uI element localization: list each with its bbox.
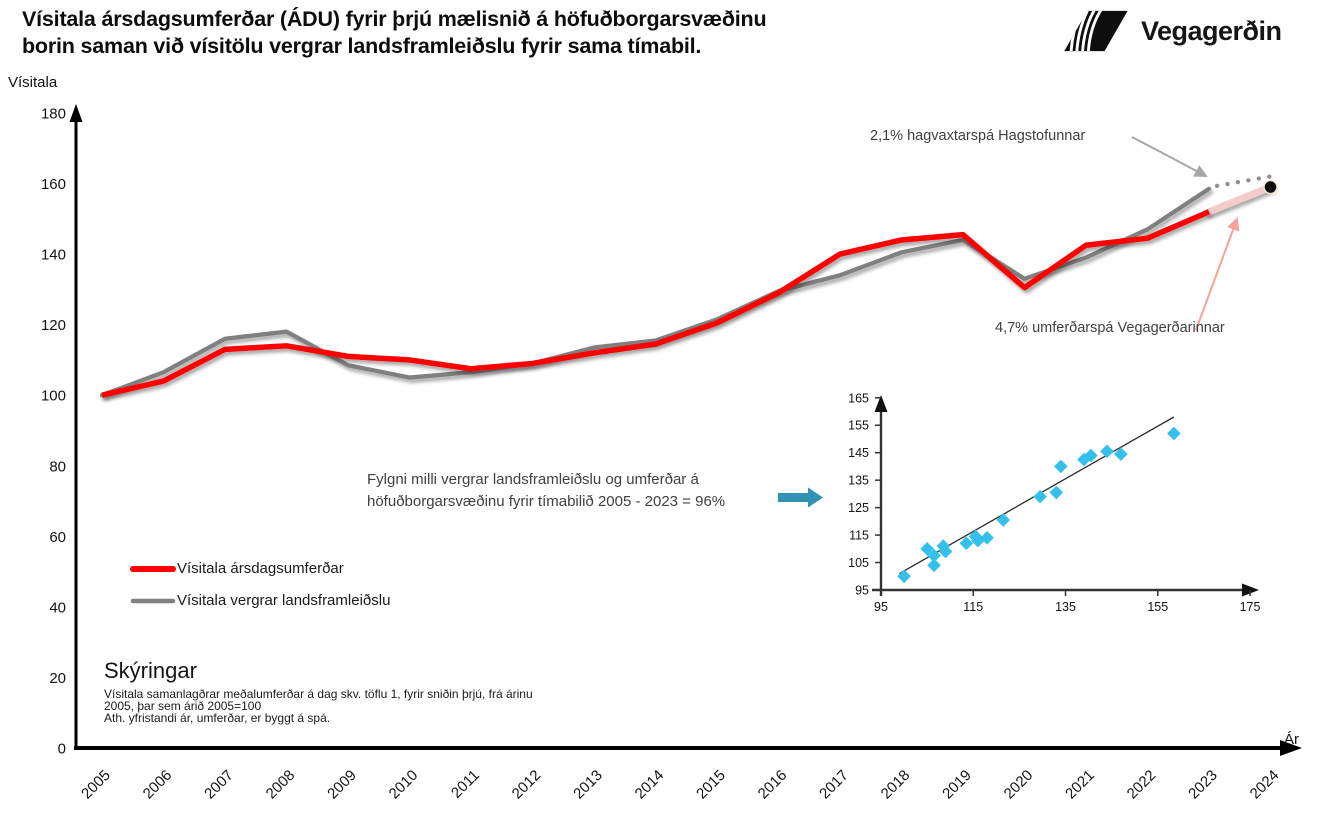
inset-x-tick-label: 95 [874, 600, 888, 614]
scatter-point [1033, 489, 1047, 504]
notes-line: 2005, þar sem árið 2005=100 [104, 698, 262, 713]
y-axis-arrowhead [69, 104, 83, 122]
inset-x-tick-label: 175 [1240, 600, 1261, 614]
inset-y-tick-label: 135 [848, 474, 869, 488]
scatter-point [959, 536, 974, 551]
page-title-line2: borin saman við vísitölu vergrar landsfr… [22, 34, 702, 58]
x-year-label: 2017 [816, 767, 852, 803]
inset-y-tick-label: 155 [848, 419, 869, 433]
scatter-point [1114, 447, 1128, 461]
scatter-point [1054, 459, 1068, 474]
correlation-note-line1: Fylgni milli vergrar landsframleiðslu og… [367, 471, 699, 488]
page-title-line1: Vísitala ársdagsumferðar (ÁDU) fyrir þrj… [22, 7, 767, 31]
scatter-point [927, 548, 941, 563]
pointer-arrow-icon [778, 487, 823, 508]
inset-y-tick-label: 95 [855, 584, 869, 598]
scatter-point [996, 513, 1011, 527]
inset-y-tick-label: 115 [849, 529, 869, 543]
gdp-forecast-arrow [1131, 136, 1208, 177]
y-tick-label: 140 [41, 247, 66, 264]
x-year-label: 2023 [1185, 767, 1221, 803]
x-year-label: 2013 [570, 767, 606, 803]
traffic-line [101, 209, 1211, 398]
inset-x-tick-label: 155 [1147, 600, 1168, 614]
vegagerdin-logo-text: Vegagerðin [1141, 15, 1282, 46]
scatter-point [938, 544, 953, 559]
vegagerdin-logo: Vegagerðin [1058, 7, 1282, 55]
x-axis-title: Ár [1284, 731, 1299, 748]
inset-y-tick-label: 165 [848, 391, 869, 405]
x-year-label: 2006 [140, 767, 176, 803]
scatter-point [1100, 444, 1114, 459]
x-year-label: 2005 [78, 767, 114, 803]
traffic-forecast-annotation: 4,7% umferðarspá Vegagerðarinnar [995, 320, 1225, 336]
legend-gdp-label: Vísitala vergrar landsframleiðslu [177, 592, 391, 609]
x-year-label: 2020 [1001, 767, 1037, 803]
y-tick-label: 40 [49, 599, 66, 616]
scatter-point [1167, 426, 1181, 441]
y-tick-label: 180 [41, 105, 66, 122]
x-year-label: 2018 [878, 767, 914, 803]
y-axis-title: Vísitala [8, 74, 58, 91]
inset-y-tick-label: 125 [848, 501, 869, 515]
vegagerdin-logo-icon [1064, 10, 1128, 52]
y-tick-label: 80 [49, 458, 66, 475]
page-title: Vísitala ársdagsumferðar (ÁDU) fyrir þrj… [22, 6, 767, 60]
x-year-label: 2011 [448, 767, 483, 802]
scatter-point [927, 558, 941, 573]
traffic-forecast-arrow [1195, 217, 1240, 331]
y-tick-label: 20 [49, 670, 66, 687]
x-year-label: 2012 [509, 767, 545, 803]
x-year-label: 2008 [263, 767, 299, 803]
forecast-end-dot [1263, 179, 1278, 195]
notes-heading: Skýringar [104, 658, 197, 683]
y-tick-label: 100 [41, 388, 66, 405]
x-year-label: 2009 [324, 767, 360, 803]
scatter-point [1077, 452, 1091, 467]
inset-x-tick-label: 115 [963, 600, 983, 614]
y-tick-label: 160 [41, 176, 66, 193]
scatter-point [1084, 448, 1098, 463]
notes-line: Vísitala samanlagðrar meðalumferðar á da… [104, 687, 533, 701]
x-year-label: 2015 [693, 767, 729, 803]
y-tick-label: 60 [49, 529, 66, 546]
notes-body: Vísitala samanlagðrar meðalumferðar á da… [104, 687, 533, 725]
x-year-label: 2016 [755, 767, 791, 803]
x-axis-arrowhead [1280, 740, 1302, 756]
correlation-note: Fylgni milli vergrar landsframleiðslu og… [367, 469, 725, 513]
notes-line: Ath. yfristandi ár, umferðar, er byggt á… [104, 710, 331, 725]
scatter-point [897, 569, 911, 584]
scatter-point [1049, 485, 1064, 500]
traffic-forecast-line [1205, 183, 1274, 216]
inset-y-tick-label: 105 [848, 556, 869, 570]
inset-x-tick-label: 135 [1055, 600, 1076, 614]
inset-y-tick-label: 145 [848, 446, 869, 460]
gdp-line [99, 186, 1212, 398]
x-year-label: 2021 [1062, 767, 1098, 803]
correlation-note-line2: höfuðborgarsvæðinu fyrir tímabilið 2005 … [367, 493, 726, 510]
y-tick-label: 120 [41, 317, 66, 334]
scatter-point [920, 542, 934, 556]
x-year-label: 2007 [201, 767, 237, 803]
x-year-label: 2014 [632, 767, 668, 803]
y-tick-label: 0 [58, 741, 66, 758]
gdp-forecast-annotation: 2,1% hagvaxtarspá Hagstofunnar [870, 128, 1086, 144]
x-year-label: 2022 [1124, 767, 1160, 803]
x-year-label: 2024 [1247, 767, 1283, 803]
x-year-label: 2019 [939, 767, 975, 803]
legend-traffic-label: Vísitala ársdagsumferðar [177, 560, 344, 577]
x-year-label: 2010 [386, 767, 422, 803]
scatter-point [980, 531, 994, 545]
inset-y-axis-arrowhead [874, 395, 888, 412]
notes-block: Skýringar Vísitala samanlagðrar meðalumf… [104, 658, 533, 724]
gdp-forecast-dotted-line [1214, 174, 1273, 188]
